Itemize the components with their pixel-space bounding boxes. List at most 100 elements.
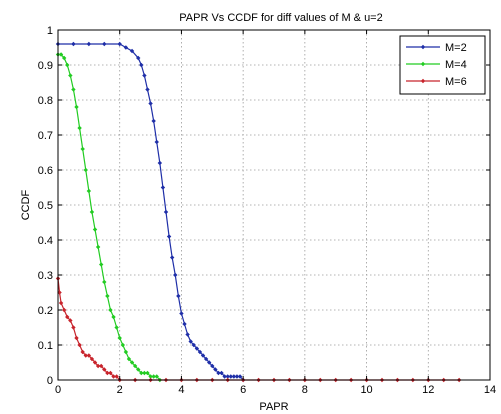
y-tick-label: 0.8: [38, 95, 53, 107]
data-point: [74, 335, 79, 341]
y-tick-label: 0.6: [38, 165, 53, 177]
data-point: [207, 360, 212, 365]
data-point: [95, 244, 101, 250]
data-point: [123, 349, 129, 355]
data-point: [102, 279, 107, 285]
data-point: [71, 87, 76, 92]
data-point: [95, 363, 101, 369]
data-point: [163, 209, 169, 215]
data-point: [154, 139, 159, 145]
y-tick-label: 0.9: [38, 60, 53, 72]
legend-box: [399, 35, 486, 95]
y-tick-label: 0.5: [38, 200, 53, 212]
data-point: [117, 335, 122, 341]
data-point: [123, 45, 129, 50]
data-point: [86, 353, 92, 358]
data-point: [176, 293, 181, 299]
data-point: [148, 374, 153, 379]
data-point: [108, 370, 113, 376]
data-point: [71, 41, 76, 47]
data-point: [145, 87, 150, 92]
data-point: [92, 227, 98, 232]
data-point: [99, 363, 104, 369]
data-point: [216, 370, 221, 376]
data-point: [166, 234, 172, 239]
data-point: [102, 367, 107, 372]
x-tick-label: 8: [302, 384, 308, 396]
data-point: [71, 325, 76, 330]
x-tick-label: 6: [240, 384, 246, 396]
data-point: [219, 370, 224, 376]
x-tick-label: 2: [117, 384, 123, 396]
data-point: [65, 62, 70, 68]
data-point: [191, 342, 196, 348]
y-tick-label: 0.1: [38, 340, 53, 352]
data-point: [185, 332, 190, 337]
data-point: [157, 160, 163, 166]
y-axis-label: CCDF: [20, 189, 32, 220]
data-point: [142, 370, 147, 376]
y-tick-label: 1: [47, 25, 53, 37]
data-point: [77, 125, 82, 131]
data-point: [225, 374, 230, 379]
data-point: [182, 321, 187, 327]
data-point: [86, 41, 92, 47]
y-tick-label: 0.2: [38, 305, 53, 317]
data-point: [68, 318, 73, 323]
y-tick-label: 0.3: [38, 270, 53, 282]
data-point: [151, 118, 156, 124]
data-point: [237, 374, 243, 379]
data-point: [77, 342, 82, 348]
y-tick-label: 0: [47, 375, 53, 387]
data-point: [231, 374, 237, 379]
x-axis-label: PAPR: [259, 401, 288, 413]
legend-label: M=4: [445, 59, 467, 71]
data-point: [83, 167, 88, 173]
data-point: [65, 314, 70, 320]
legend-label: M=2: [445, 42, 467, 54]
data-point: [139, 62, 144, 68]
data-point: [132, 363, 138, 369]
data-point: [114, 325, 119, 330]
legend-marker: [420, 44, 426, 50]
data-point: [169, 255, 175, 260]
data-point: [151, 374, 156, 379]
data-point: [89, 209, 95, 215]
data-point: [136, 367, 141, 372]
data-point: [117, 41, 122, 47]
data-point: [102, 41, 107, 47]
data-point: [58, 52, 64, 57]
data-point: [136, 55, 141, 61]
data-point: [228, 374, 233, 379]
data-point: [120, 342, 125, 348]
data-point: [197, 349, 203, 355]
data-point: [105, 293, 110, 299]
data-point: [111, 374, 116, 379]
x-tick-label: 10: [360, 384, 372, 396]
chart-title: PAPR Vs CCDF for diff values of M & u=2: [179, 12, 382, 24]
x-tick-label: 12: [422, 384, 434, 396]
data-point: [194, 346, 200, 351]
data-point: [57, 290, 62, 295]
legend-label: M=6: [445, 76, 467, 88]
data-point: [154, 374, 159, 379]
series-1: [55, 41, 246, 383]
data-point: [83, 353, 88, 358]
data-point: [58, 300, 64, 306]
data-point: [145, 370, 150, 376]
data-point: [108, 307, 113, 313]
data-point: [80, 349, 85, 355]
data-point: [160, 185, 166, 190]
data-point: [148, 101, 153, 106]
data-point: [222, 374, 227, 379]
data-point: [86, 188, 92, 194]
data-point: [114, 374, 119, 379]
data-point: [210, 363, 215, 369]
data-point: [129, 48, 135, 54]
x-tick-label: 4: [178, 384, 184, 396]
x-tick-label: 14: [484, 384, 496, 396]
y-tick-label: 0.4: [38, 235, 53, 247]
legend-marker: [420, 61, 426, 67]
legend: M=2 M=4 M=6: [399, 35, 486, 95]
grid: [58, 30, 490, 380]
